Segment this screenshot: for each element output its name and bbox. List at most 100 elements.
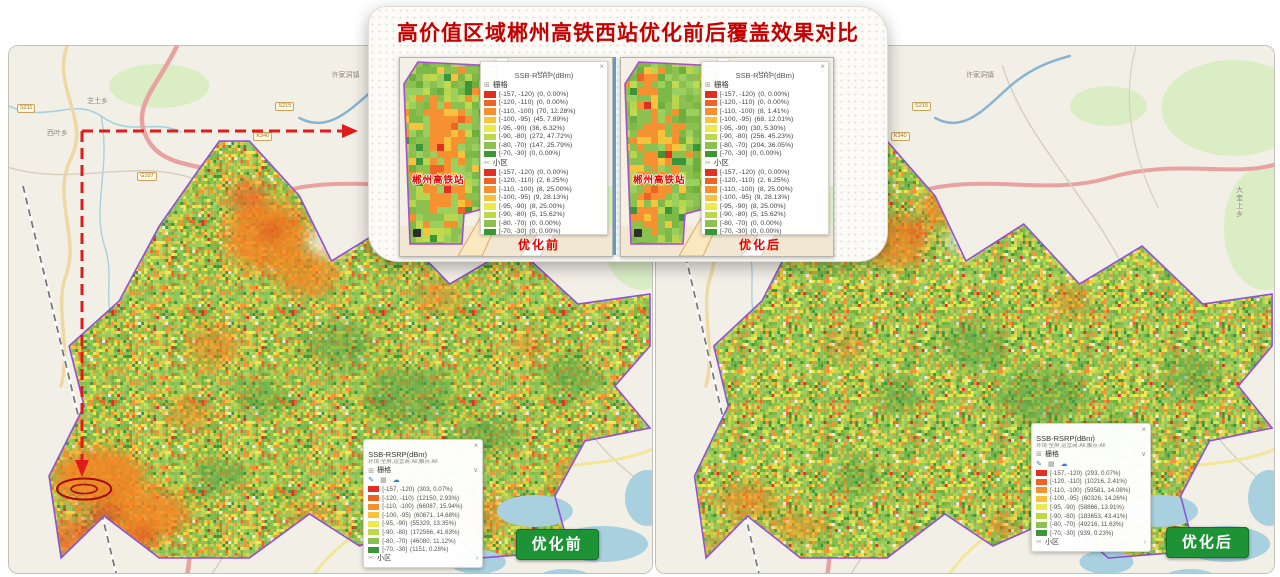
legend-range: [-100, -95) [499,116,531,124]
legend-swatch [1036,470,1048,477]
legend-row: [-157, -120) (0, 0.00%) [705,168,825,177]
legend-row: [-110, -100) (8, 25.00%) [705,185,825,194]
cell-section-toggle[interactable]: ✂ 小区 [705,158,825,168]
legend-value: (0, 0.00%) [750,150,782,158]
legend-row: [-80, -70) (46080, 11.12%) [368,537,478,546]
legend-value: (8, 25.00%) [757,185,793,193]
legend-range: [-110, -100) [382,503,414,511]
legend-value: (0, 0.00%) [537,168,569,176]
legend-row: [-90, -80) (272, 47.72%) [484,133,604,142]
legend-row: [-120, -110) (0, 0.00%) [484,99,604,108]
legend-value: (0, 0.00%) [758,168,790,176]
legend-range: [-90, -80) [1050,512,1076,520]
cell-rows: [-157, -120) (0, 0.00%) [-120, -110) (2,… [705,168,825,236]
legend-swatch [705,125,717,132]
grid-section-label: 栅格 [377,467,392,475]
legend-row: [-80, -70) (204, 36.05%) [705,141,825,150]
legend-range: [-110, -100) [499,185,534,193]
cell-section-label: 小区 [713,158,729,167]
legend-value: (183653, 43.41%) [1078,512,1128,520]
cloud-icon[interactable]: ☁ [392,477,400,485]
legend-rows: [-157, -120) (293, 0.07%) [-120, -110) (… [1036,469,1146,538]
legend-range: [-110, -100) [499,107,534,115]
legend-value: (0, 0.00%) [750,228,782,236]
legend-value: (0, 0.00%) [529,150,561,158]
legend-row: [-100, -95) (9, 28.13%) [705,194,825,203]
cell-section-label: 小区 [377,554,392,562]
legend-row: [-110, -100) (59581, 14.08%) [1036,486,1146,495]
drag-handle-icon[interactable]: •••• [758,70,772,77]
legend-value: (12150, 2.93%) [416,494,460,502]
cell-section-toggle[interactable]: ✂ 小区 › [368,554,478,564]
legend-swatch [705,177,717,184]
drag-handle-icon[interactable]: — [1087,433,1095,441]
mini-caption-after: 优化后 [739,238,782,252]
grid-section-toggle[interactable]: ⊞ 栅格 [705,80,825,90]
legend-row: [-70, -30] (1151, 0.28%) [368,545,478,554]
legend-swatch [484,203,496,210]
legend-row: [-70, -30] (0, 0.00%) [705,228,825,237]
legend-range: [-70, -30] [499,150,527,158]
legend-range: [-70, -30] [720,228,748,236]
legend-range: [-120, -110) [382,494,414,502]
legend-range: [-157, -120) [720,90,756,98]
legend-row: [-120, -110) (10216, 2.41%) [1036,477,1146,486]
layers-control-icon[interactable] [634,229,642,237]
close-icon[interactable]: × [820,62,825,71]
draw-icon[interactable]: ✎ [368,477,375,485]
draw-icon[interactable]: ✎ [1036,460,1042,468]
legend-range: [-80, -70) [499,219,527,227]
cell-rows: [-157, -120) (0, 0.00%) [-120, -110) (2,… [484,168,604,236]
legend-range: [-80, -70) [720,141,748,149]
drag-handle-icon[interactable]: •••• [537,70,551,77]
legend-swatch [1036,513,1048,520]
close-icon[interactable]: × [599,62,604,71]
table-icon[interactable]: ▦ [1048,460,1055,468]
legend-row: [-70, -30] (0, 0.00%) [705,150,825,159]
grid-section-toggle[interactable]: ⊞ 栅格 ∨ [1036,450,1146,460]
table-icon[interactable]: ▦ [380,477,387,485]
layers-control-icon[interactable] [413,229,421,237]
cloud-icon[interactable]: ☁ [1060,460,1068,468]
cell-section-toggle[interactable]: ✂ 小区 [484,158,604,168]
grid-rows: [-157, -120) (0, 0.00%) [-120, -110) (0,… [705,90,825,158]
grid-section-label: 栅格 [1045,450,1059,458]
road-shield: K340 [253,132,273,141]
legend-swatch [484,211,496,218]
legend-row: [-90, -80) (5, 15.62%) [705,211,825,220]
road-shield: K340 [890,132,910,141]
legend-swatch [484,220,496,227]
legend-range: [-95, -90) [499,124,527,132]
legend-range: [-90, -80) [720,211,748,219]
legend-range: [-100, -95) [499,194,531,202]
grid-section-toggle[interactable]: ⊞ 栅格 [484,80,604,90]
road-shield: S211 [17,104,36,113]
legend-range: [-100, -95) [382,511,411,519]
legend-value: (2, 6.25%) [757,177,789,185]
legend-swatch [484,91,496,98]
legend-value: (939, 0.23%) [1077,529,1114,537]
legend-row: [-95, -90) (36, 6.32%) [484,124,604,133]
legend-swatch [1036,478,1048,485]
legend-value: (49216, 11.63%) [1078,521,1124,529]
legend-range: [-157, -120) [499,168,535,176]
legend-row: [-100, -95) (68, 12.01%) [705,116,825,125]
legend-row: [-95, -90) (30, 5.30%) [705,124,825,133]
legend-value: (59581, 14.08%) [1084,486,1131,494]
drag-handle-icon[interactable]: — [419,450,427,458]
cell-section-label: 小区 [492,158,508,167]
cell-section-toggle[interactable]: ✂ 小区 › [1036,538,1146,548]
grid-section-toggle[interactable]: ⊞ 栅格 ∨ [368,466,478,476]
legend-range: [-95, -90) [1050,503,1076,511]
close-icon[interactable]: × [473,441,479,451]
legend-range: [-157, -120) [1050,469,1083,477]
legend-title: SSB-RSRP(dBm) [735,71,795,80]
comparison-popup: 高价值区域郴州高铁西站优化前后覆盖效果对比 郴州高铁站 •••• × SSB-R… [368,6,888,262]
legend-range: [-90, -80) [499,211,527,219]
legend-filters: 环境:全屏,运营商:All,触点:All [368,459,438,466]
close-icon[interactable]: × [1141,424,1147,434]
legend-value: (45, 7.89%) [533,116,569,124]
place-label: 大奎上乡 [1235,186,1243,218]
legend-row: [-95, -90) (58866, 13.91%) [1036,503,1146,512]
legend-row: [-110, -100) (8, 25.00%) [484,185,604,194]
